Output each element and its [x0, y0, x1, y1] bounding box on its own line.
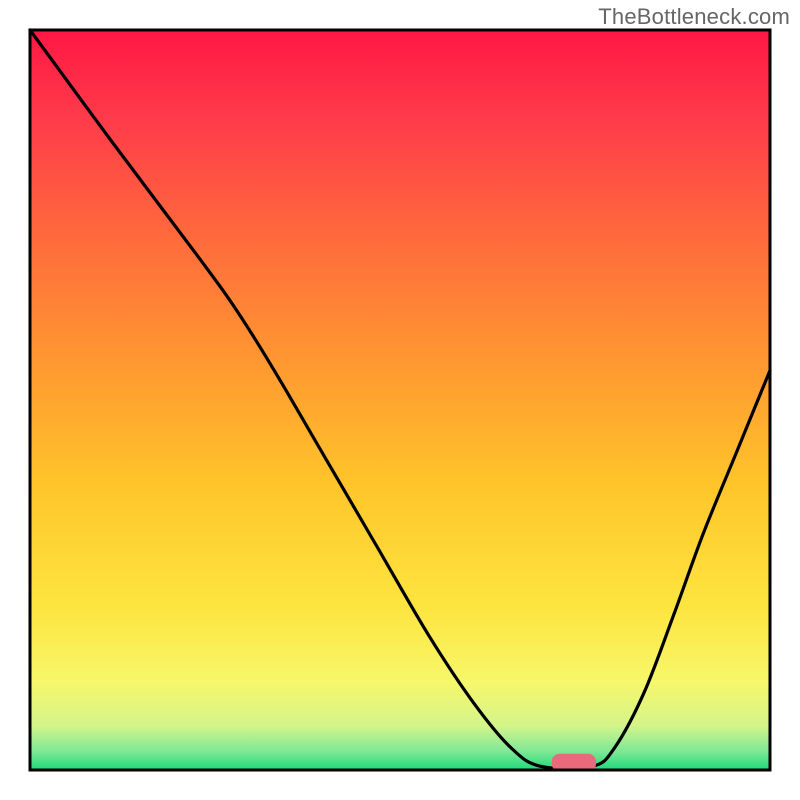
- chart-container: TheBottleneck.com: [0, 0, 800, 800]
- watermark-text: TheBottleneck.com: [598, 4, 790, 30]
- bottleneck-chart: [0, 0, 800, 800]
